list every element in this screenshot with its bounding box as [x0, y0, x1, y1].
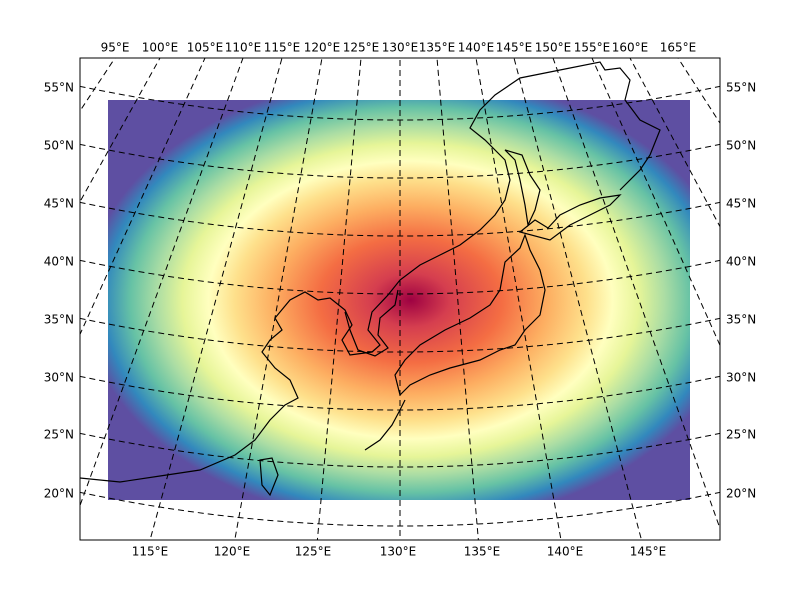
- left-label: 35°N: [44, 313, 74, 327]
- right-label: 45°N: [726, 197, 756, 211]
- parallel: [80, 491, 720, 527]
- right-label: 50°N: [726, 139, 756, 153]
- top-label: 145°E: [496, 41, 533, 55]
- right-label: 25°N: [726, 428, 756, 442]
- parallel: [80, 143, 720, 179]
- left-label: 45°N: [44, 197, 74, 211]
- parallel: [80, 317, 720, 353]
- right-label: 30°N: [726, 371, 756, 385]
- top-label: 135°E: [419, 41, 456, 55]
- coastline: [259, 457, 279, 497]
- left-label: 25°N: [44, 428, 74, 442]
- coastline: [80, 61, 661, 483]
- meridian: [591, 58, 720, 347]
- top-label: 105°E: [187, 41, 224, 55]
- left-label: 55°N: [44, 81, 74, 95]
- coastlines: [80, 61, 661, 497]
- top-label: 120°E: [304, 41, 341, 55]
- meridian: [316, 58, 362, 540]
- right-label: 40°N: [726, 255, 756, 269]
- parallel: [80, 432, 720, 468]
- bottom-label: 145°E: [630, 545, 667, 559]
- meridian: [436, 58, 479, 540]
- map-frame: [79, 57, 721, 541]
- coastline: [394, 233, 546, 397]
- top-label: 100°E: [142, 41, 179, 55]
- top-label: 150°E: [535, 41, 572, 55]
- meridian: [475, 58, 562, 540]
- bottom-label: 125°E: [295, 545, 332, 559]
- coastline: [364, 399, 406, 451]
- meridian: [677, 58, 720, 125]
- bottom-label: 135°E: [464, 545, 501, 559]
- bottom-label: 140°E: [547, 545, 584, 559]
- left-label: 30°N: [44, 371, 74, 385]
- coastline: [504, 149, 541, 228]
- coastline: [518, 194, 622, 241]
- top-label: 155°E: [574, 41, 611, 55]
- left-label: 20°N: [44, 487, 74, 501]
- parallel: [80, 201, 720, 237]
- top-label: 115°E: [264, 41, 301, 55]
- top-label: 130°E: [382, 41, 419, 55]
- left-label: 50°N: [44, 139, 74, 153]
- top-label: 110°E: [225, 41, 262, 55]
- top-label: 125°E: [343, 41, 380, 55]
- bottom-label: 120°E: [214, 545, 251, 559]
- parallel: [80, 85, 720, 121]
- bottom-label: 130°E: [380, 545, 417, 559]
- bottom-label: 115°E: [132, 545, 169, 559]
- right-label: 20°N: [726, 487, 756, 501]
- meridian: [552, 58, 720, 530]
- meridian: [80, 58, 161, 203]
- right-label: 55°N: [726, 81, 756, 95]
- heat-field: [108, 100, 690, 500]
- parallel: [80, 259, 720, 295]
- meridian: [234, 58, 323, 540]
- left-label: 40°N: [44, 255, 74, 269]
- coastline: [344, 289, 399, 357]
- meridian: [149, 58, 283, 540]
- right-label: 35°N: [726, 313, 756, 327]
- top-label: 165°E: [660, 41, 697, 55]
- top-label: 95°E: [101, 41, 130, 55]
- meridian: [80, 58, 244, 507]
- top-label: 160°E: [612, 41, 649, 55]
- top-label: 140°E: [458, 41, 495, 55]
